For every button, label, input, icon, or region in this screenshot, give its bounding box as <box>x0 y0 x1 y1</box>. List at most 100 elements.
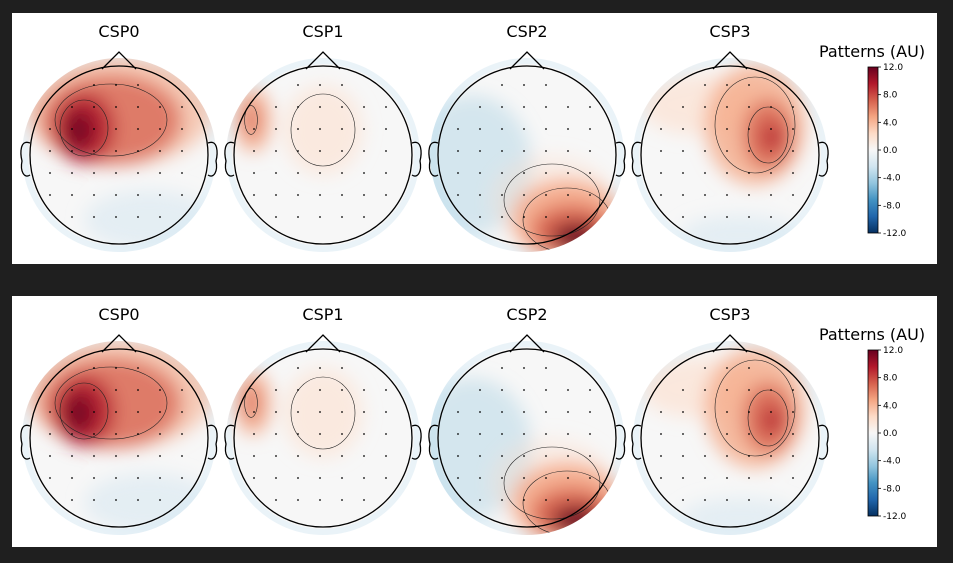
colorbar-title: Patterns (AU) <box>819 42 925 61</box>
sensor-dot <box>770 128 772 130</box>
sensor-dot <box>545 499 547 501</box>
sensor-dot <box>704 411 706 413</box>
sensor-dot <box>385 150 387 152</box>
sensor-dot <box>93 477 95 479</box>
sensor-dot <box>297 194 299 196</box>
nose-icon <box>305 334 341 353</box>
sensor-dot <box>479 128 481 130</box>
sensor-dot <box>682 433 684 435</box>
nose-icon <box>509 51 545 70</box>
sensor-dot <box>589 455 591 457</box>
sensor-dot <box>792 128 794 130</box>
map-title: CSP1 <box>302 22 343 41</box>
sensor-dot <box>297 172 299 174</box>
sensor-dot <box>567 389 569 391</box>
sensor-dot <box>479 216 481 218</box>
sensor-dot <box>93 194 95 196</box>
sensor-dot <box>363 455 365 457</box>
sensor-dot <box>748 172 750 174</box>
sensor-dot <box>385 172 387 174</box>
sensor-dots <box>253 367 387 501</box>
sensor-dot <box>115 389 117 391</box>
colorbar-tick-label: -12.0 <box>883 229 907 239</box>
sensor-dot <box>319 455 321 457</box>
activation-blob <box>283 85 363 175</box>
sensor-dot <box>363 194 365 196</box>
sensor-dot <box>319 477 321 479</box>
sensor-dot <box>523 499 525 501</box>
sensor-dot <box>159 216 161 218</box>
sensor-dot <box>479 150 481 152</box>
sensor-dot <box>589 389 591 391</box>
sensor-dot <box>319 433 321 435</box>
sensor-dot <box>341 194 343 196</box>
sensor-dot <box>319 84 321 86</box>
sensor-dot <box>704 367 706 369</box>
sensor-dot <box>297 367 299 369</box>
sensor-dot <box>704 433 706 435</box>
sensor-dot <box>501 455 503 457</box>
sensor-dot <box>71 477 73 479</box>
map-title: CSP0 <box>98 22 139 41</box>
sensor-dot <box>115 477 117 479</box>
nose-icon <box>509 334 545 353</box>
sensor-dot <box>297 433 299 435</box>
sensor-dot <box>137 84 139 86</box>
head-outline <box>224 51 422 245</box>
sensor-dot <box>93 433 95 435</box>
sensor-dot <box>682 172 684 174</box>
sensor-dot <box>49 172 51 174</box>
sensor-dot <box>363 499 365 501</box>
sensor-dot <box>726 172 728 174</box>
sensor-dot <box>341 433 343 435</box>
sensor-dot <box>660 433 662 435</box>
sensor-dot <box>341 150 343 152</box>
sensor-dot <box>660 150 662 152</box>
sensor-dot <box>770 433 772 435</box>
sensor-dot <box>341 84 343 86</box>
sensor-dot <box>71 106 73 108</box>
sensor-dot <box>363 172 365 174</box>
sensor-dot <box>545 216 547 218</box>
left-ear-icon <box>20 141 31 177</box>
sensor-dot <box>275 150 277 152</box>
sensor-dot <box>523 216 525 218</box>
sensor-dot <box>567 106 569 108</box>
colorbar-tick-label: 8.0 <box>883 374 898 384</box>
sensor-dot <box>275 411 277 413</box>
sensor-dot <box>726 389 728 391</box>
sensor-dot <box>567 172 569 174</box>
sensor-dot <box>523 367 525 369</box>
colorbar-tick-label: -4.0 <box>883 174 901 184</box>
head-outline <box>428 334 626 528</box>
sensor-dot <box>567 411 569 413</box>
sensor-dot <box>479 411 481 413</box>
sensor-dot <box>71 455 73 457</box>
sensor-dot <box>49 433 51 435</box>
contour-line <box>503 163 601 237</box>
sensor-dot <box>682 194 684 196</box>
contour-line <box>747 389 789 447</box>
contour-line <box>244 105 258 135</box>
sensor-dot <box>181 455 183 457</box>
sensor-dot <box>501 172 503 174</box>
sensor-dot <box>545 172 547 174</box>
sensor-dot <box>589 172 591 174</box>
sensor-dot <box>457 150 459 152</box>
sensor-dots <box>253 84 387 218</box>
sensor-dot <box>589 194 591 196</box>
sensor-dot <box>363 128 365 130</box>
sensor-dot <box>523 477 525 479</box>
sensor-dot <box>457 477 459 479</box>
sensor-dot <box>137 389 139 391</box>
sensor-dot <box>137 433 139 435</box>
sensor-dot <box>385 455 387 457</box>
sensor-dot <box>545 411 547 413</box>
contour-line <box>290 376 356 450</box>
nose-icon <box>101 51 137 70</box>
colorbar-tick-label: 0.0 <box>883 146 898 156</box>
activation-blob <box>65 110 93 150</box>
sensor-dot <box>682 455 684 457</box>
sensor-dot <box>137 455 139 457</box>
sensor-dot <box>792 389 794 391</box>
